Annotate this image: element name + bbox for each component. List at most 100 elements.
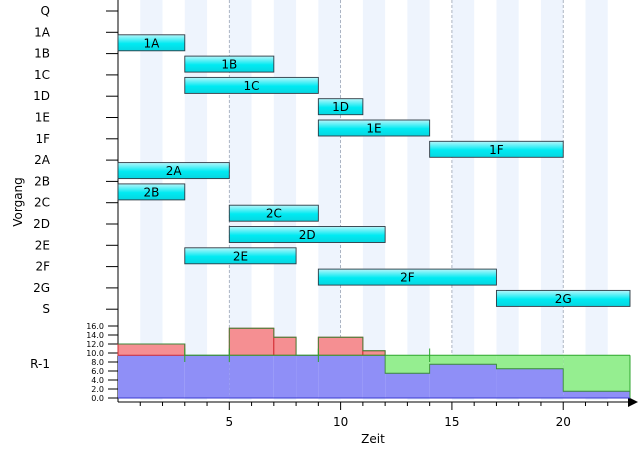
task-bar-rect xyxy=(317,98,364,116)
task-bar: 1A xyxy=(117,34,186,52)
resource-used xyxy=(496,368,564,398)
background-band xyxy=(496,0,519,400)
resource-used xyxy=(118,355,185,398)
row-label: 1F xyxy=(35,132,50,146)
resource-free xyxy=(496,355,564,369)
background-band xyxy=(407,0,430,400)
resource-used xyxy=(296,355,319,398)
background-band xyxy=(540,0,564,400)
resource-tick-label: 10.0 xyxy=(86,349,104,358)
task-bar: 2F xyxy=(317,268,497,286)
task-bar-label: 2A xyxy=(166,164,183,178)
resource-histogram: R-1 0.02.04.06.08.010.012.014.016.0 xyxy=(30,322,631,403)
resource-label: R-1 xyxy=(30,357,50,371)
row-label: 2E xyxy=(35,238,50,252)
resource-used xyxy=(184,355,230,398)
resource-tick-label: 16.0 xyxy=(86,322,104,331)
background-band xyxy=(451,0,475,400)
task-bar-rect xyxy=(317,268,497,286)
row-label: 2A xyxy=(34,153,51,167)
background-band xyxy=(585,0,608,400)
row-label: Q xyxy=(41,4,50,18)
task-bar-rect xyxy=(184,76,319,94)
resource-tick-label: 8.0 xyxy=(91,358,104,367)
task-bar-rect xyxy=(429,140,564,158)
resource-tick-label: 2.0 xyxy=(91,385,104,394)
row-label: 1D xyxy=(33,89,50,103)
resource-free xyxy=(429,355,497,365)
resource-overload xyxy=(362,350,386,356)
resource-overload xyxy=(117,343,186,356)
task-bar: 2A xyxy=(117,162,230,180)
background-band xyxy=(184,0,208,400)
resource-tick-label: 14.0 xyxy=(86,331,104,340)
row-label: 2F xyxy=(35,260,50,274)
task-bar-rect xyxy=(228,226,386,243)
resource-tick-label: 4.0 xyxy=(91,376,104,385)
task-bar: 1D xyxy=(317,98,364,116)
task-bar-label: 1A xyxy=(143,36,160,50)
resource-overload xyxy=(273,336,297,356)
row-labels: Q 1A 1B 1C 1D 1E 1F 2A 2B 2C 2D 2E 2F 2G S xyxy=(33,4,118,316)
task-bar: 2B xyxy=(117,183,186,201)
row-label: 1A xyxy=(34,25,51,39)
task-bar-rect xyxy=(184,247,297,265)
resource-overload xyxy=(228,327,275,356)
task-bar-label: 1F xyxy=(489,143,504,157)
resource-used xyxy=(362,355,386,398)
resource-free xyxy=(385,355,430,374)
task-bar-rect xyxy=(317,119,431,137)
task-bar-rect xyxy=(228,204,319,222)
task-bar: 2E xyxy=(184,247,297,265)
x-tick-label: 20 xyxy=(556,415,571,429)
task-bar: 1F xyxy=(429,140,564,158)
background-band xyxy=(229,0,252,400)
task-bar-label: 2E xyxy=(233,249,248,263)
task-bar-label: 1C xyxy=(244,79,260,93)
task-bar-rect xyxy=(184,55,275,73)
task-bar-label: 2G xyxy=(555,292,572,306)
task-bars: 1A 1B 1C 1D 1E 1F 2A 2B 2C 2D 2E 2F 2G xyxy=(117,34,631,307)
x-axis-label: Zeit xyxy=(361,432,385,446)
resource-used xyxy=(385,373,430,398)
task-bar-label: 1E xyxy=(366,122,381,136)
task-bar-rect xyxy=(495,289,631,307)
background-band xyxy=(273,0,297,400)
y-axis-label: Vorgang xyxy=(11,177,25,227)
row-label: 1B xyxy=(34,47,50,61)
x-ticks: 5 10 15 20 xyxy=(139,402,609,429)
resource-used xyxy=(429,364,497,398)
task-bar-label: 2B xyxy=(143,185,159,199)
task-bar-label: 1D xyxy=(332,100,349,114)
row-label: S xyxy=(42,302,50,316)
row-label: 1C xyxy=(34,68,50,82)
x-tick-label: 5 xyxy=(225,415,233,429)
task-bar-label: 2F xyxy=(400,271,415,285)
row-label: 2G xyxy=(33,281,50,295)
x-tick-label: 15 xyxy=(444,415,459,429)
resource-used xyxy=(229,355,274,398)
task-bar-label: 2C xyxy=(266,207,282,221)
row-label: 1E xyxy=(35,111,50,125)
resource-overload xyxy=(317,336,364,356)
task-bar-rect xyxy=(117,183,186,201)
task-bar: 1C xyxy=(184,76,319,94)
row-label: 2D xyxy=(33,217,50,231)
task-bar: 2C xyxy=(228,204,319,222)
resource-used xyxy=(563,391,630,398)
task-bar: 1B xyxy=(184,55,275,73)
task-bar: 2G xyxy=(495,289,631,307)
x-tick-label: 10 xyxy=(333,415,348,429)
row-label: 2C xyxy=(34,196,50,210)
row-label: 2B xyxy=(34,174,50,188)
background-band xyxy=(362,0,386,400)
task-bar-rect xyxy=(117,162,230,180)
resource-usage-outline xyxy=(118,327,630,392)
resource-free xyxy=(563,355,630,392)
x-axis-arrow xyxy=(628,397,638,407)
task-bar-label: 2D xyxy=(299,228,316,242)
resource-tick-label: 12.0 xyxy=(86,340,104,349)
task-bar: 1E xyxy=(317,119,431,137)
